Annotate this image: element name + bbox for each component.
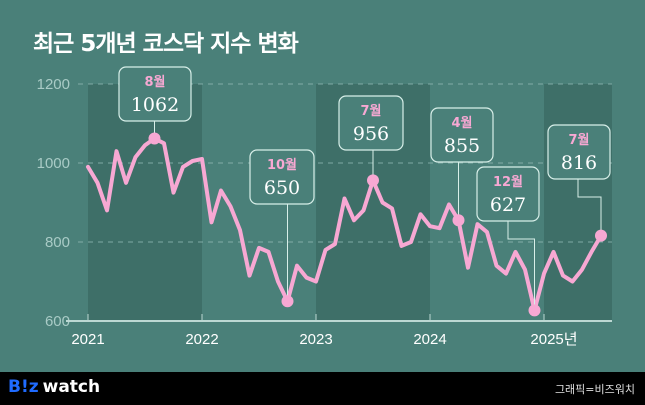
bizwatch-logo: B!z watch	[8, 377, 100, 397]
callout-month: 8월	[144, 74, 165, 90]
highlight-dot	[595, 229, 607, 242]
y-tick-label: 800	[45, 234, 70, 251]
callout-leader	[507, 221, 535, 311]
callout-box	[118, 66, 192, 122]
x-tick-label: 2025년	[530, 331, 577, 348]
callout-box	[430, 107, 494, 163]
callout-month: 7월	[568, 132, 589, 148]
highlight-dot	[528, 304, 541, 317]
footer-bar: B!z watch 그래픽=비즈워치	[0, 372, 645, 405]
logo-biz: B!z	[8, 377, 39, 397]
highlight-dot	[452, 214, 465, 227]
x-tick-label: 2023	[299, 331, 332, 348]
callout-value: 956	[353, 123, 389, 145]
highlight-dot	[367, 174, 379, 187]
x-tick-label: 2024	[413, 331, 446, 348]
y-tick-label: 600	[45, 313, 70, 330]
callout-box	[249, 149, 315, 205]
callout-value: 650	[264, 177, 300, 199]
callout-month: 7월	[360, 103, 381, 119]
callout-value: 627	[490, 194, 526, 216]
callout-value: 1062	[131, 94, 179, 116]
kosdaq-line	[86, 136, 603, 313]
logo-watch: watch	[42, 377, 101, 397]
callout-box	[476, 166, 540, 222]
highlight-dot	[281, 295, 294, 308]
chart-title: 최근 5개년 코스닥 지수 변화	[33, 31, 299, 57]
graphic-credit: 그래픽=비즈워치	[554, 383, 635, 396]
callout-month: 12월	[493, 174, 523, 190]
callout-box	[547, 124, 611, 180]
year-band	[544, 84, 612, 321]
line-chart: 600 800 1000 1200 2021 2022 2023 2024 2025년 8월 106…	[37, 66, 612, 348]
callout-month: 4월	[451, 115, 472, 131]
callout-month: 10월	[267, 157, 297, 173]
callout-leader	[577, 179, 602, 236]
callout-value: 855	[444, 135, 480, 157]
y-tick-label: 1000	[37, 155, 70, 172]
x-tick-label: 2022	[185, 331, 218, 348]
callout-value: 816	[561, 152, 597, 174]
y-tick-label: 1200	[37, 76, 70, 93]
highlight-dot	[148, 132, 161, 145]
callout-box	[338, 95, 404, 151]
x-tick-label: 2021	[71, 331, 104, 348]
